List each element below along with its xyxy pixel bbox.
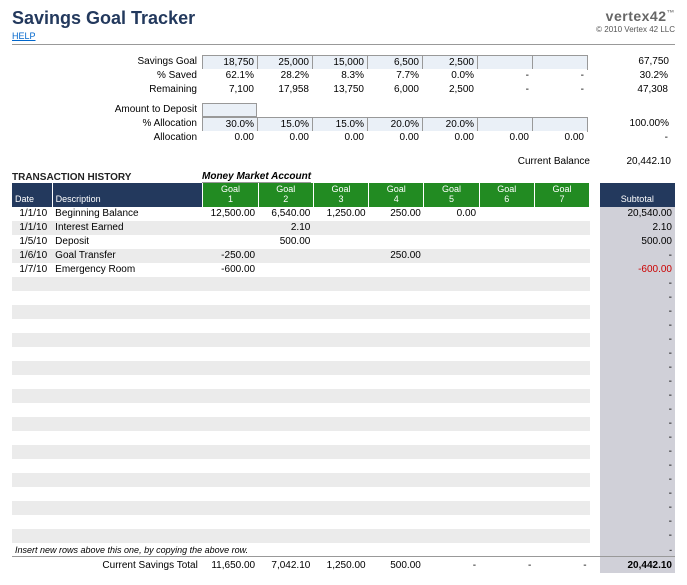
row-pct-saved-cell-4: 7.7% — [367, 69, 422, 83]
table-row[interactable]: - — [12, 375, 675, 389]
row-remaining-cell-6: - — [477, 83, 532, 97]
col-goal-4: Goal4 — [369, 183, 424, 207]
table-row[interactable]: - — [12, 361, 675, 375]
table-row[interactable]: - — [12, 347, 675, 361]
table-row[interactable]: - — [12, 291, 675, 305]
table-row[interactable]: - — [12, 445, 675, 459]
row-remaining-cell-4: 6,000 — [367, 83, 422, 97]
table-row[interactable]: - — [12, 529, 675, 543]
instruction-text: Insert new rows above this one, by copyi… — [12, 543, 590, 557]
col-goal-1: Goal1 — [203, 183, 258, 207]
col-goal-6: Goal6 — [479, 183, 534, 207]
row-pct-allocation-cell-7[interactable] — [533, 118, 588, 132]
table-row[interactable]: - — [12, 417, 675, 431]
row-pct-allocation-cell-5[interactable]: 20.0% — [423, 118, 478, 132]
table-row[interactable]: - — [12, 333, 675, 347]
row-allocation-cell-5: 0.00 — [422, 131, 477, 145]
row-savings-goal-cell-4[interactable]: 6,500 — [368, 56, 423, 70]
col-description: Description — [52, 183, 203, 207]
row-savings-goal-label: Savings Goal — [12, 55, 202, 69]
table-row[interactable]: 1/7/10Emergency Room-600.00-600.00 — [12, 263, 675, 277]
table-row[interactable]: - — [12, 277, 675, 291]
footer-subtotal: 20,442.10 — [600, 557, 675, 573]
row-pct-saved-cell-7: - — [532, 69, 587, 83]
row-pct-saved-cell-6: - — [477, 69, 532, 83]
row-pct-saved-cell-3: 8.3% — [312, 69, 367, 83]
table-row[interactable]: - — [12, 403, 675, 417]
row-pct-saved-total: 30.2% — [597, 69, 672, 83]
table-row[interactable]: - — [12, 473, 675, 487]
row-allocation-total: - — [597, 131, 672, 145]
col-goal-5: Goal5 — [424, 183, 479, 207]
col-goal-7: Goal7 — [534, 183, 589, 207]
row-pct-allocation-total: 100.00% — [598, 117, 673, 131]
row-savings-goal-cell-5[interactable]: 2,500 — [423, 56, 478, 70]
row-remaining-cell-2: 17,958 — [257, 83, 312, 97]
current-balance-value: 20,442.10 — [600, 155, 675, 169]
row-pct-saved-cell-5: 0.0% — [422, 69, 477, 83]
col-date: Date — [12, 183, 52, 207]
row-allocation-cell-4: 0.00 — [367, 131, 422, 145]
table-row[interactable]: 1/6/10Goal Transfer-250.00250.00- — [12, 249, 675, 263]
table-row[interactable]: - — [12, 305, 675, 319]
row-allocation-label: Allocation — [12, 131, 202, 145]
col-goal-2: Goal2 — [258, 183, 313, 207]
row-remaining-cell-3: 13,750 — [312, 83, 367, 97]
summary-area: Savings Goal18,75025,00015,0006,5002,500… — [12, 55, 675, 145]
help-link[interactable]: HELP — [12, 31, 36, 41]
table-row[interactable]: - — [12, 487, 675, 501]
row-savings-goal-cell-2[interactable]: 25,000 — [258, 56, 313, 70]
row-allocation-cell-2: 0.00 — [257, 131, 312, 145]
table-row[interactable]: - — [12, 389, 675, 403]
table-row[interactable]: - — [12, 515, 675, 529]
col-goal-3: Goal3 — [313, 183, 368, 207]
row-pct-allocation-cell-3[interactable]: 15.0% — [313, 118, 368, 132]
row-pct-saved-cell-1: 62.1% — [202, 69, 257, 83]
table-row[interactable]: - — [12, 431, 675, 445]
row-pct-allocation-cell-4[interactable]: 20.0% — [368, 118, 423, 132]
col-subtotal: Subtotal — [600, 183, 675, 207]
table-row[interactable]: - — [12, 459, 675, 473]
footer-label: Current Savings Total — [52, 557, 203, 573]
row-pct-allocation-cell-2[interactable]: 15.0% — [258, 118, 313, 132]
row-remaining-cell-7: - — [532, 83, 587, 97]
table-row[interactable]: 1/1/10Interest Earned2.102.10 — [12, 221, 675, 235]
table-row[interactable]: - — [12, 319, 675, 333]
amount-to-deposit-input[interactable] — [202, 103, 257, 117]
row-savings-goal-cell-1[interactable]: 18,750 — [203, 56, 258, 70]
row-pct-saved-label: % Saved — [12, 69, 202, 83]
row-remaining-cell-5: 2,500 — [422, 83, 477, 97]
row-allocation-cell-6: 0.00 — [477, 131, 532, 145]
amount-to-deposit-label: Amount to Deposit — [12, 103, 202, 117]
row-remaining-label: Remaining — [12, 83, 202, 97]
copyright: © 2010 Vertex 42 LLC — [596, 25, 675, 34]
transaction-history-label: TRANSACTION HISTORY — [12, 172, 202, 183]
row-allocation-cell-3: 0.00 — [312, 131, 367, 145]
page-title: Savings Goal Tracker — [12, 8, 195, 29]
current-balance-label: Current Balance — [518, 155, 590, 169]
row-savings-goal-cell-3[interactable]: 15,000 — [313, 56, 368, 70]
table-row[interactable]: 1/1/10Beginning Balance12,500.006,540.00… — [12, 207, 675, 221]
row-pct-allocation-cell-1[interactable]: 30.0% — [203, 118, 258, 132]
table-row[interactable]: - — [12, 501, 675, 515]
logo: vertex42™ — [596, 8, 675, 24]
row-pct-allocation-cell-6[interactable] — [478, 118, 533, 132]
row-allocation-cell-1: 0.00 — [202, 131, 257, 145]
row-allocation-cell-7: 0.00 — [532, 131, 587, 145]
transaction-table: DateDescriptionGoal1Goal2Goal3Goal4Goal5… — [12, 183, 675, 573]
table-row[interactable]: 1/5/10Deposit500.00500.00 — [12, 235, 675, 249]
row-savings-goal-cell-7[interactable] — [533, 56, 588, 70]
row-remaining-total: 47,308 — [597, 83, 672, 97]
row-savings-goal-cell-6[interactable] — [478, 56, 533, 70]
row-pct-allocation-label: % Allocation — [12, 117, 202, 131]
row-remaining-cell-1: 7,100 — [202, 83, 257, 97]
account-name: Money Market Account — [202, 171, 311, 183]
row-pct-saved-cell-2: 28.2% — [257, 69, 312, 83]
row-savings-goal-total: 67,750 — [598, 55, 673, 69]
